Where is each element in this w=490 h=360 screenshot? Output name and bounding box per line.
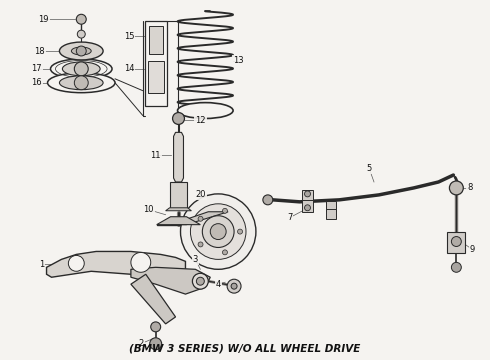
Bar bbox=[149, 26, 163, 54]
Circle shape bbox=[222, 250, 227, 255]
Ellipse shape bbox=[177, 103, 233, 118]
Bar bbox=[148, 61, 164, 93]
Text: 2: 2 bbox=[138, 339, 144, 348]
Bar bbox=[326, 201, 336, 211]
Circle shape bbox=[231, 283, 237, 289]
Polygon shape bbox=[131, 274, 175, 324]
Bar bbox=[170, 182, 188, 208]
Text: 15: 15 bbox=[123, 32, 134, 41]
Polygon shape bbox=[157, 217, 200, 225]
Text: (BMW 3 SERIES) W/O ALL WHEEL DRIVE: (BMW 3 SERIES) W/O ALL WHEEL DRIVE bbox=[129, 344, 361, 354]
Circle shape bbox=[76, 46, 86, 56]
Circle shape bbox=[180, 194, 256, 269]
Bar bbox=[301, 200, 314, 212]
Polygon shape bbox=[171, 212, 228, 225]
Text: 5: 5 bbox=[367, 163, 371, 172]
Polygon shape bbox=[47, 251, 185, 277]
Text: 3: 3 bbox=[193, 255, 198, 264]
Circle shape bbox=[451, 237, 461, 247]
Text: 13: 13 bbox=[233, 57, 244, 66]
Text: 18: 18 bbox=[34, 46, 45, 55]
Text: 4: 4 bbox=[216, 280, 221, 289]
Circle shape bbox=[238, 229, 243, 234]
Text: 9: 9 bbox=[469, 245, 475, 254]
Circle shape bbox=[451, 262, 461, 272]
Text: 12: 12 bbox=[195, 116, 206, 125]
Ellipse shape bbox=[62, 62, 100, 76]
Circle shape bbox=[77, 30, 85, 38]
Circle shape bbox=[210, 224, 226, 239]
Ellipse shape bbox=[59, 42, 103, 60]
Bar bbox=[145, 21, 167, 105]
Text: 11: 11 bbox=[150, 151, 161, 160]
Polygon shape bbox=[166, 208, 192, 211]
Circle shape bbox=[172, 113, 184, 125]
Text: 20: 20 bbox=[195, 190, 206, 199]
Text: 17: 17 bbox=[31, 64, 42, 73]
Text: 19: 19 bbox=[38, 15, 49, 24]
Text: 10: 10 bbox=[144, 205, 154, 214]
Circle shape bbox=[227, 279, 241, 293]
Ellipse shape bbox=[50, 59, 112, 79]
Text: 7: 7 bbox=[287, 213, 293, 222]
Ellipse shape bbox=[48, 73, 115, 93]
Circle shape bbox=[449, 181, 464, 195]
Polygon shape bbox=[173, 132, 183, 182]
Text: 1: 1 bbox=[39, 260, 44, 269]
Circle shape bbox=[198, 216, 203, 221]
Circle shape bbox=[76, 14, 86, 24]
Ellipse shape bbox=[59, 76, 103, 90]
Circle shape bbox=[202, 216, 234, 247]
Circle shape bbox=[74, 76, 88, 90]
Polygon shape bbox=[131, 267, 210, 294]
Bar bbox=[447, 231, 465, 253]
Circle shape bbox=[305, 191, 311, 197]
Text: 8: 8 bbox=[467, 184, 473, 193]
Ellipse shape bbox=[72, 47, 91, 55]
Text: 14: 14 bbox=[123, 64, 134, 73]
Bar bbox=[326, 209, 336, 219]
Circle shape bbox=[69, 255, 84, 271]
Circle shape bbox=[191, 204, 246, 260]
Text: 16: 16 bbox=[31, 78, 42, 87]
Circle shape bbox=[193, 273, 208, 289]
Circle shape bbox=[198, 242, 203, 247]
Circle shape bbox=[222, 208, 227, 213]
Circle shape bbox=[150, 338, 162, 350]
Circle shape bbox=[263, 195, 273, 205]
Circle shape bbox=[196, 277, 204, 285]
Bar bbox=[301, 190, 314, 202]
Circle shape bbox=[151, 322, 161, 332]
Circle shape bbox=[305, 205, 311, 211]
Circle shape bbox=[131, 252, 151, 272]
Circle shape bbox=[74, 62, 88, 76]
